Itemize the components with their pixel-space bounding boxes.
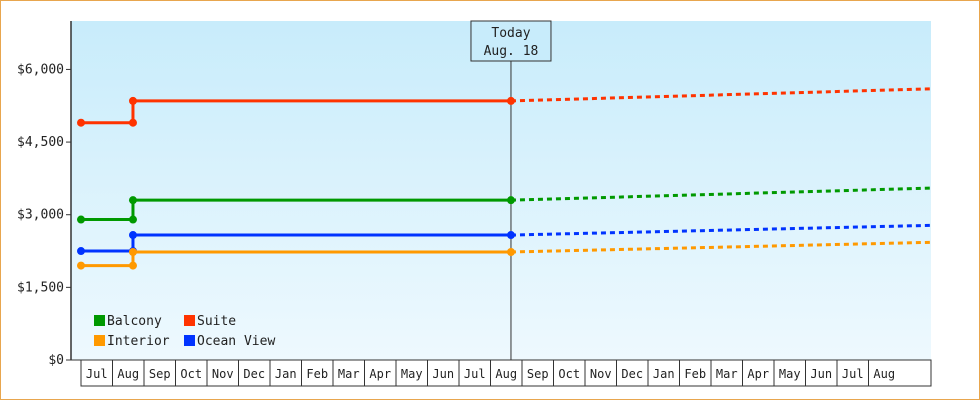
month-label: Sep bbox=[149, 367, 171, 381]
month-label: Oct bbox=[558, 367, 580, 381]
series-balcony-point bbox=[506, 196, 515, 205]
legend-swatch-balcony bbox=[94, 315, 105, 326]
month-label: Jan bbox=[275, 367, 297, 381]
y-tick-label: $0 bbox=[48, 353, 64, 368]
legend-swatch-interior bbox=[94, 335, 105, 346]
series-balcony-point bbox=[77, 215, 85, 224]
legend-label-ocean-view: Ocean View bbox=[197, 334, 275, 349]
month-label: Jul bbox=[86, 367, 108, 381]
legend-label-balcony: Balcony bbox=[107, 314, 162, 329]
series-interior-point bbox=[77, 261, 85, 270]
legend-swatch-ocean-view bbox=[184, 335, 195, 346]
series-ocean-view-forecast bbox=[510, 223, 932, 237]
month-label: Jul bbox=[464, 367, 486, 381]
month-label: Nov bbox=[212, 367, 234, 381]
legend-label-interior: Interior bbox=[107, 334, 170, 349]
month-label: Apr bbox=[747, 367, 769, 381]
series-interior-point bbox=[128, 261, 137, 270]
month-label: Mar bbox=[338, 367, 360, 381]
y-tick-label: $1,500 bbox=[17, 280, 64, 295]
month-label: Jul bbox=[842, 367, 864, 381]
today-marker: Today Aug. 18 bbox=[470, 20, 552, 360]
series-suite-point bbox=[77, 118, 85, 127]
month-label: Mar bbox=[716, 367, 738, 381]
month-label: Jun bbox=[810, 367, 832, 381]
series-suite-history bbox=[81, 99, 511, 125]
series-interior-forecast bbox=[510, 240, 932, 254]
today-date-label: Aug. 18 bbox=[484, 44, 539, 59]
y-tick-label: $4,500 bbox=[17, 135, 64, 150]
series-ocean-view-point bbox=[77, 247, 85, 256]
y-tick-label: $3,000 bbox=[17, 208, 64, 223]
month-label: Feb bbox=[306, 367, 328, 381]
series-suite-point bbox=[128, 118, 137, 127]
series-suite-forecast bbox=[510, 87, 932, 103]
series-interior-point bbox=[128, 248, 137, 257]
y-tick-label: $6,000 bbox=[17, 62, 64, 77]
series-balcony-point bbox=[128, 196, 137, 205]
month-label: May bbox=[401, 367, 423, 381]
legend-label-suite: Suite bbox=[197, 314, 236, 329]
month-label: Sep bbox=[527, 367, 549, 381]
series-ocean-view-point bbox=[128, 231, 137, 240]
legend: Balcony Suite Interior Ocean View bbox=[94, 314, 275, 349]
month-label: May bbox=[779, 367, 801, 381]
x-axis: Jul Aug Sep Oct Nov Dec Jan Feb Mar Apr May Jun Jul A… bbox=[80, 359, 932, 387]
month-label: Aug bbox=[117, 367, 139, 381]
series-balcony-point bbox=[128, 215, 137, 224]
month-label: Oct bbox=[180, 367, 202, 381]
series-balcony-forecast bbox=[510, 186, 932, 202]
plot-background bbox=[71, 21, 931, 360]
month-label: Nov bbox=[590, 367, 612, 381]
month-label: Dec bbox=[621, 367, 643, 381]
series-suite-point bbox=[128, 96, 137, 105]
legend-swatch-suite bbox=[184, 315, 195, 326]
today-label: Today bbox=[491, 26, 530, 41]
series-suite-point bbox=[506, 96, 515, 105]
month-label: Feb bbox=[684, 367, 706, 381]
series-ocean-view-point bbox=[506, 231, 515, 240]
series-layer bbox=[77, 87, 932, 270]
month-label: Dec bbox=[243, 367, 265, 381]
month-label: Jan bbox=[653, 367, 675, 381]
month-label: Aug bbox=[873, 367, 895, 381]
series-interior-history bbox=[81, 250, 511, 268]
month-label: Apr bbox=[369, 367, 391, 381]
series-ocean-view-history bbox=[81, 233, 511, 253]
series-balcony-history bbox=[81, 198, 511, 222]
today-box bbox=[470, 20, 552, 62]
month-label: Jun bbox=[432, 367, 454, 381]
series-interior-point bbox=[506, 248, 515, 257]
month-label: Aug bbox=[495, 367, 517, 381]
